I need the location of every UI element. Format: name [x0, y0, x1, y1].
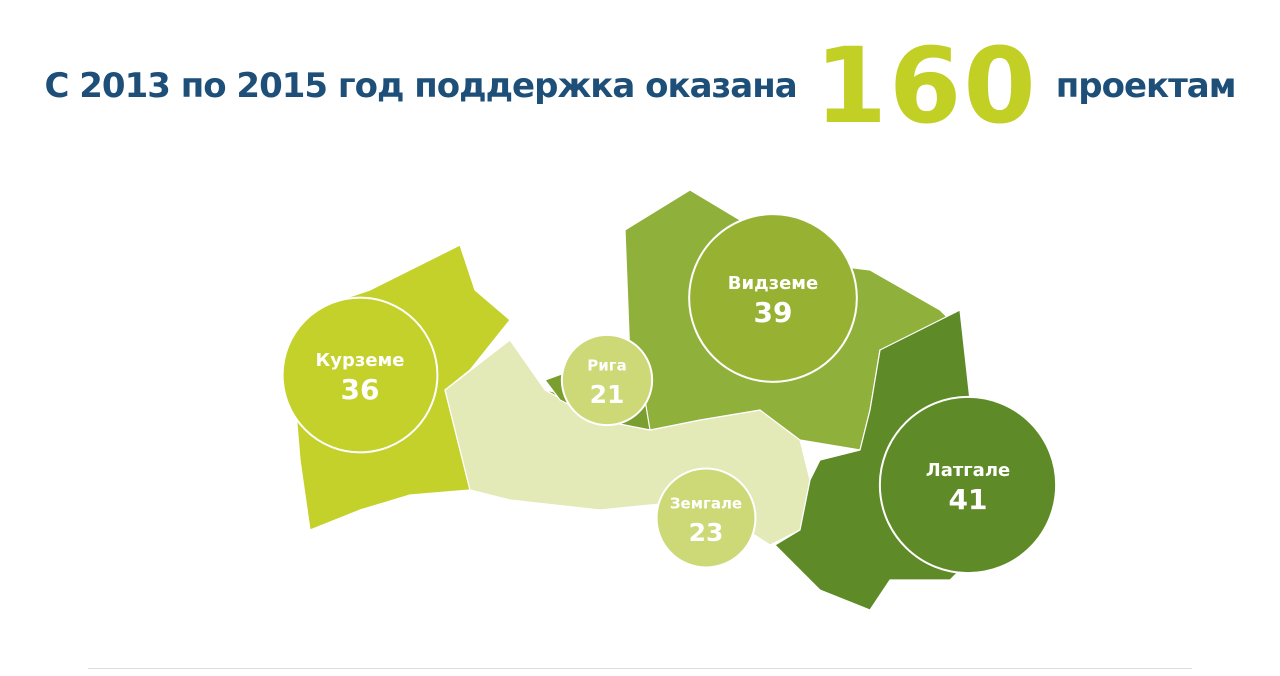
region-name: Курземе [316, 350, 405, 371]
divider [88, 668, 1192, 669]
title-number: 160 [814, 25, 1038, 147]
region-name: Латгале [926, 460, 1010, 481]
region-value: 23 [689, 518, 724, 547]
title-suffix: проектам [1055, 66, 1237, 106]
region-bubble [688, 213, 858, 383]
region-name: Видземе [728, 273, 818, 294]
header: С 2013 по 2015 год поддержка оказана 160… [0, 30, 1280, 142]
title-prefix: С 2013 по 2015 год поддержка оказана [44, 66, 797, 106]
region-bubble [655, 467, 757, 569]
region-value: 36 [341, 373, 380, 406]
region-bubble [281, 296, 439, 454]
region-name: Земгале [670, 495, 742, 513]
region-bubble [560, 333, 654, 427]
region-value: 21 [590, 380, 625, 409]
region-value: 39 [754, 296, 793, 329]
region-bubble [878, 395, 1058, 575]
region-name: Рига [587, 357, 626, 375]
region-value: 41 [949, 483, 988, 516]
